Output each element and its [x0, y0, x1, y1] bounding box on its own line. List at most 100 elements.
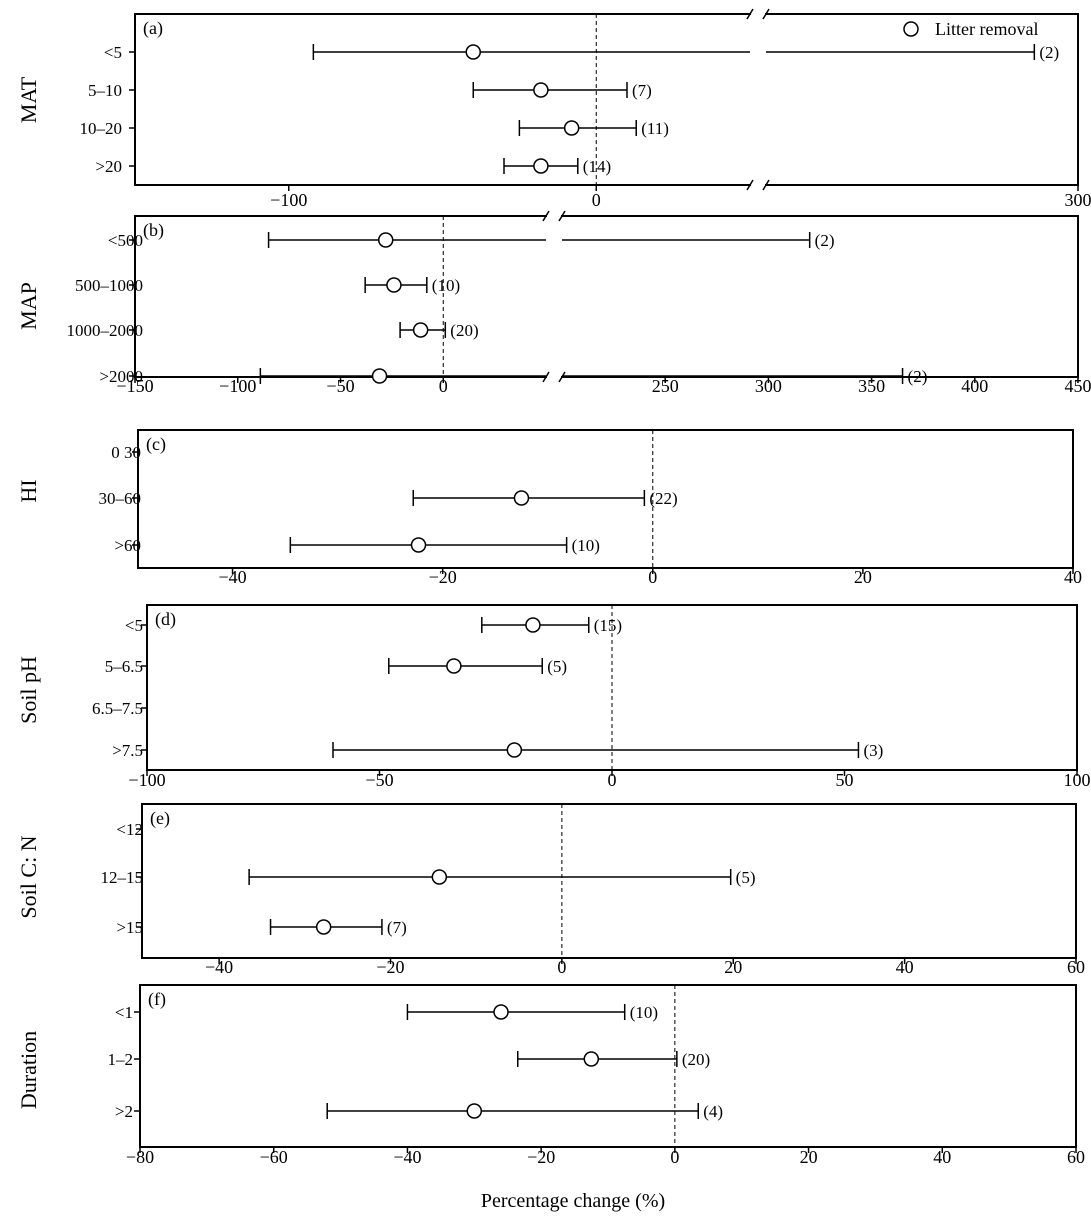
- x-tick-label: −40: [205, 957, 233, 977]
- mean-marker: [563, 120, 580, 136]
- sample-size-label: (22): [649, 489, 677, 508]
- x-axis-title: Percentage change (%): [481, 1190, 665, 1212]
- axis-break-gap-top: [547, 213, 561, 219]
- axis-break-gap-bottom: [751, 182, 765, 188]
- category-label: 5–6.5: [105, 657, 143, 676]
- mean-marker: [386, 277, 402, 293]
- x-tick-label: −20: [376, 957, 404, 977]
- group-label: MAT: [16, 76, 41, 123]
- panel-label: (a): [143, 18, 163, 39]
- x-tick-label: −50: [365, 770, 393, 790]
- x-tick-label: 20: [724, 957, 742, 977]
- category-label: 1–2: [108, 1050, 134, 1069]
- plot-frame: [134, 215, 1079, 378]
- category-label: >7.5: [112, 741, 143, 760]
- plot-frame: [139, 984, 1077, 1148]
- axis-break-mark: [542, 371, 550, 383]
- sample-size-label: (2): [1039, 43, 1059, 62]
- mean-marker: [493, 1004, 509, 1020]
- panel-2: −150 −100 −50 0 250 300 350 400 450 (b) MAP <500 (2)…: [16, 210, 1091, 396]
- x-tick-label: 60: [1067, 1147, 1085, 1167]
- mean-marker: [410, 537, 427, 553]
- sample-size-label: (3): [863, 741, 883, 760]
- category-label: 5–10: [88, 81, 122, 100]
- x-tick-label: −100: [128, 770, 165, 790]
- group-label: Soil pH: [16, 656, 41, 724]
- sample-size-label: (4): [703, 1102, 723, 1121]
- mean-marker: [315, 919, 332, 935]
- category-label: 10–20: [80, 119, 123, 138]
- x-tick-label: −100: [270, 190, 307, 210]
- axis-break-gap-bottom: [547, 374, 561, 380]
- x-tick-label: −40: [218, 567, 246, 587]
- x-tick-label: 20: [854, 567, 872, 587]
- category-label: <5: [104, 43, 122, 62]
- category-label: <1: [115, 1003, 133, 1022]
- x-tick-label: −100: [219, 376, 256, 396]
- x-tick-label: 450: [1065, 376, 1091, 396]
- x-tick-label: 20: [800, 1147, 818, 1167]
- plot-frame: [134, 13, 1079, 186]
- sample-size-label: (15): [594, 616, 622, 635]
- sample-size-label: (11): [641, 119, 669, 138]
- x-tick-label: −20: [527, 1147, 555, 1167]
- mean-marker: [525, 617, 541, 633]
- axis-break-mark: [558, 371, 566, 383]
- category-label: >2: [115, 1102, 133, 1121]
- x-tick-label: 40: [1064, 567, 1082, 587]
- panel-3: −40 −20 0 20 40 (c) HI 0 30 30–60 (22) >60 (10): [16, 429, 1082, 587]
- category-label: 0 30: [111, 443, 141, 462]
- sample-size-label: (5): [547, 657, 567, 676]
- x-tick-label: 0: [557, 957, 566, 977]
- axis-break-gap-top: [751, 11, 765, 17]
- panel-label: (b): [143, 220, 164, 241]
- x-tick-label: 60: [1067, 957, 1085, 977]
- plot-frame: [137, 429, 1074, 569]
- category-label: >2000: [99, 367, 143, 386]
- sample-size-label: (10): [432, 276, 460, 295]
- category-label: 500–1000: [75, 276, 143, 295]
- x-tick-label: −40: [393, 1147, 421, 1167]
- mean-marker: [412, 322, 429, 338]
- mean-marker: [506, 742, 523, 758]
- sample-size-label: (20): [450, 321, 478, 340]
- x-tick-label: 300: [755, 376, 782, 396]
- sample-size-label: (10): [572, 536, 600, 555]
- x-tick-label: 400: [961, 376, 988, 396]
- sample-size-label: (2): [908, 367, 928, 386]
- panel-label: (f): [148, 989, 166, 1010]
- x-tick-label: 250: [652, 376, 679, 396]
- category-label: <5: [125, 616, 143, 635]
- group-label: MAP: [16, 282, 41, 330]
- x-tick-label: −80: [126, 1147, 154, 1167]
- axis-break-mark: [558, 210, 566, 222]
- panel-6: −80 −60 −40 −20 0 20 40 60 (f) Duration <1 (10) 1–2 (…: [16, 984, 1085, 1167]
- mean-marker: [465, 44, 481, 60]
- mean-marker: [377, 232, 394, 248]
- x-tick-label: −150: [116, 376, 153, 396]
- x-tick-label: 100: [1064, 770, 1091, 790]
- plot-frame: [141, 803, 1077, 959]
- sample-size-label: (7): [632, 81, 652, 100]
- panel-label: (d): [155, 609, 176, 630]
- x-tick-label: 40: [933, 1147, 951, 1167]
- x-tick-label: 0: [648, 567, 657, 587]
- x-tick-label: 0: [439, 376, 448, 396]
- axis-break-mark: [746, 179, 754, 191]
- category-label: >15: [116, 918, 143, 937]
- mean-marker: [533, 158, 549, 174]
- category-label: 1000–2000: [67, 321, 144, 340]
- x-tick-label: −60: [260, 1147, 288, 1167]
- x-tick-label: 40: [896, 957, 914, 977]
- sample-size-label: (10): [630, 1003, 658, 1022]
- mean-marker: [583, 1051, 600, 1067]
- legend-label: Litter removal: [935, 19, 1038, 39]
- mean-marker: [513, 490, 530, 506]
- x-tick-label: −20: [429, 567, 457, 587]
- panel-1: −100 0 300 (a) MAT <5 (2) 5–10 (7) 10–20 (11) >20 (1…: [16, 8, 1091, 210]
- axis-break-mark: [746, 8, 754, 20]
- mean-marker: [446, 658, 462, 674]
- category-label: >60: [114, 536, 141, 555]
- group-label: Soil C: N: [16, 835, 41, 918]
